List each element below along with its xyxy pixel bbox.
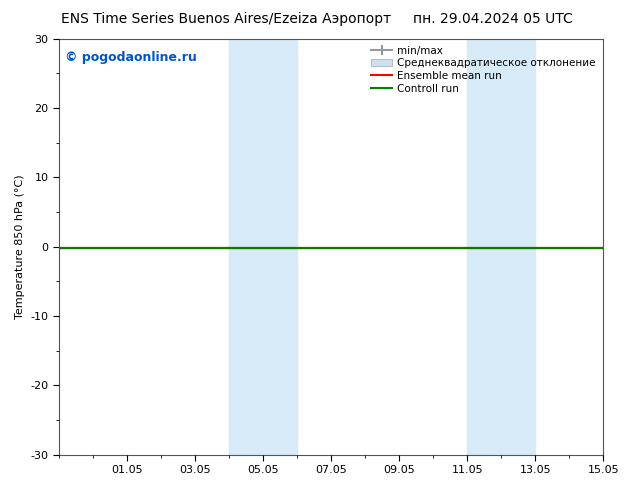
- Bar: [229, 39, 297, 455]
- Bar: [467, 39, 535, 455]
- Legend: min/max, Среднеквадратическое отклонение, Ensemble mean run, Controll run: min/max, Среднеквадратическое отклонение…: [367, 42, 600, 98]
- Y-axis label: Temperature 850 hPa (°C): Temperature 850 hPa (°C): [15, 174, 25, 319]
- Text: ENS Time Series Buenos Aires/Ezeiza Аэропорт     пн. 29.04.2024 05 UTC: ENS Time Series Buenos Aires/Ezeiza Аэро…: [61, 12, 573, 26]
- Text: © pogodaonline.ru: © pogodaonline.ru: [65, 51, 197, 64]
